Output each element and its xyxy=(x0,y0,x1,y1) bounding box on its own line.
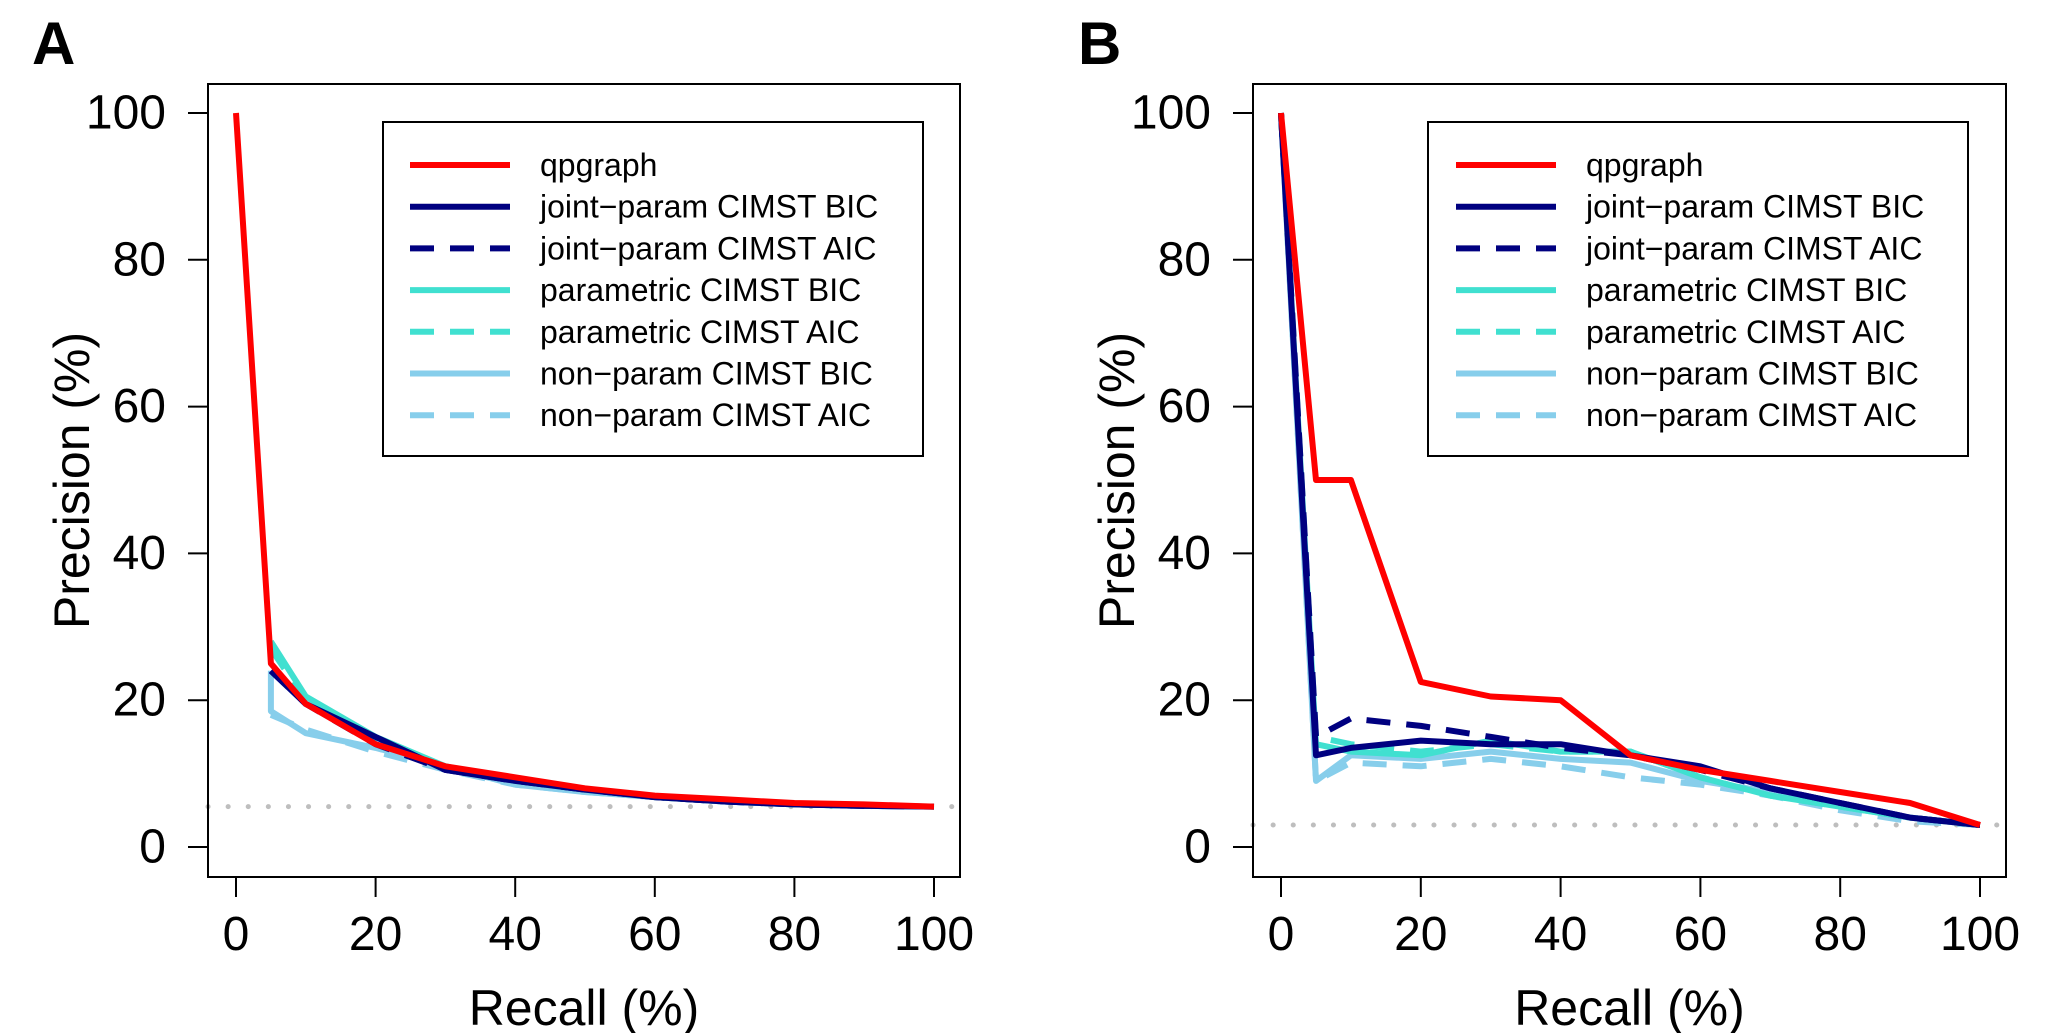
panel-a: A 0 20 40 60 80 100 0 20 40 60 80 100 Recall (%) Preci… xyxy=(32,10,974,1033)
x-tick-label: 20 xyxy=(1394,908,1447,961)
legend-label: parametric CIMST BIC xyxy=(540,272,861,308)
x-tick-label: 60 xyxy=(628,908,681,961)
x-tick-label: 60 xyxy=(1674,908,1727,961)
legend-label: non−param CIMST BIC xyxy=(540,356,873,392)
series-line-0 xyxy=(233,112,935,810)
y-tick-label: 40 xyxy=(1158,527,1211,580)
y-tick-label: 80 xyxy=(1158,233,1211,286)
y-tick-label: 100 xyxy=(1131,87,1211,140)
x-tick-label: 80 xyxy=(1814,908,1867,961)
legend-label: non−param CIMST AIC xyxy=(1586,397,1917,433)
y-tick-label: 20 xyxy=(113,674,166,727)
legend-label: qpgraph xyxy=(540,147,657,183)
legend-label: joint−param CIMST AIC xyxy=(1585,230,1922,266)
legend-label: qpgraph xyxy=(1586,147,1703,183)
legend-label: joint−param CIMST BIC xyxy=(1585,189,1924,225)
x-tick-label: 40 xyxy=(1534,908,1587,961)
x-tick-label: 20 xyxy=(349,908,402,961)
x-tick-label: 80 xyxy=(768,908,821,961)
legend-label: parametric CIMST BIC xyxy=(1586,272,1907,308)
y-tick-label: 80 xyxy=(113,233,166,286)
y-tick-label: 0 xyxy=(139,821,166,874)
panel-label: B xyxy=(1078,10,1121,77)
legend-label: joint−param CIMST BIC xyxy=(539,189,878,225)
x-axis-title: Recall (%) xyxy=(469,980,700,1033)
x-tick-label: 100 xyxy=(1940,908,2020,961)
series-line-1 xyxy=(1278,112,1981,828)
y-axis-title: Precision (%) xyxy=(1089,332,1145,629)
y-tick-label: 60 xyxy=(113,380,166,433)
x-tick-label: 100 xyxy=(894,908,974,961)
y-axis-title: Precision (%) xyxy=(44,332,100,629)
y-tick-label: 100 xyxy=(86,87,166,140)
series-line-0 xyxy=(1278,112,1981,828)
panel-label: A xyxy=(32,10,75,77)
series-line-6 xyxy=(1278,112,1981,828)
y-tick-label: 0 xyxy=(1184,821,1211,874)
x-axis-title: Recall (%) xyxy=(1514,980,1745,1033)
y-tick-label: 60 xyxy=(1158,380,1211,433)
x-tick-label: 0 xyxy=(1268,908,1295,961)
legend-label: parametric CIMST AIC xyxy=(1586,314,1905,350)
legend-label: non−param CIMST AIC xyxy=(540,397,871,433)
x-tick-label: 40 xyxy=(489,908,542,961)
y-tick-label: 40 xyxy=(113,527,166,580)
panel-b: B 0 20 40 60 80 100 0 20 40 60 80 100 Recall (%) Preci… xyxy=(1078,10,2020,1033)
x-tick-label: 0 xyxy=(223,908,250,961)
legend-label: parametric CIMST AIC xyxy=(540,314,859,350)
legend-label: non−param CIMST BIC xyxy=(1586,356,1919,392)
legend-label: joint−param CIMST AIC xyxy=(539,230,876,266)
y-tick-label: 20 xyxy=(1158,674,1211,727)
